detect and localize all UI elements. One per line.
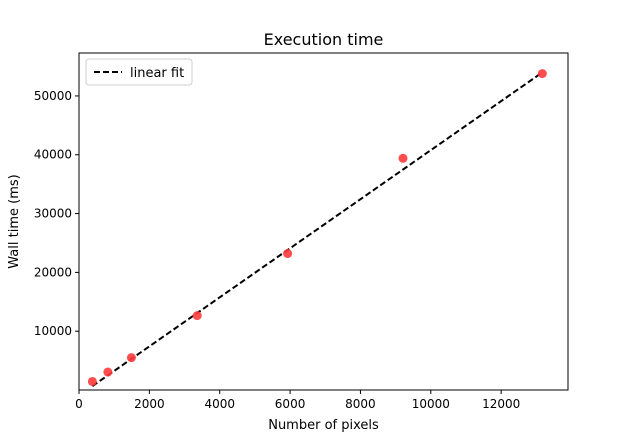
x-tick-label: 12000 [482, 397, 520, 411]
y-tick-label: 30000 [34, 207, 72, 221]
plot-area: 0 2000 4000 6000 8000 10000 12000 10000 20000 30… [34, 52, 569, 411]
legend: linear fit [85, 58, 193, 86]
x-tick-label: 2000 [134, 397, 165, 411]
x-tick-label: 8000 [345, 397, 376, 411]
x-tick-label: 4000 [204, 397, 235, 411]
plot-frame [78, 52, 569, 391]
legend-linear-fit-label: linear fit [130, 66, 184, 81]
data-point [126, 353, 136, 363]
data-point [103, 367, 113, 377]
series-layer [87, 69, 547, 387]
y-axis-label: Wall time (ms) [7, 174, 22, 268]
chart-title: Execution time [264, 30, 384, 49]
linear-fit-line [91, 71, 543, 387]
y-tick-label: 10000 [34, 324, 72, 338]
data-point [537, 69, 547, 79]
legend-box [85, 58, 193, 86]
data-point [192, 311, 202, 321]
y-tick-label: 50000 [34, 89, 72, 103]
y-axis-ticks: 10000 20000 30000 40000 50000 [34, 89, 79, 338]
y-tick-label: 40000 [34, 148, 72, 162]
data-point [398, 153, 408, 163]
x-axis-ticks: 0 2000 4000 6000 8000 10000 12000 [75, 390, 520, 411]
x-tick-label: 0 [75, 397, 83, 411]
y-tick-label: 20000 [34, 265, 72, 279]
x-tick-label: 10000 [412, 397, 450, 411]
data-point [283, 249, 293, 259]
x-tick-label: 6000 [275, 397, 306, 411]
data-point [87, 376, 97, 386]
x-axis-label: Number of pixels [268, 418, 379, 433]
